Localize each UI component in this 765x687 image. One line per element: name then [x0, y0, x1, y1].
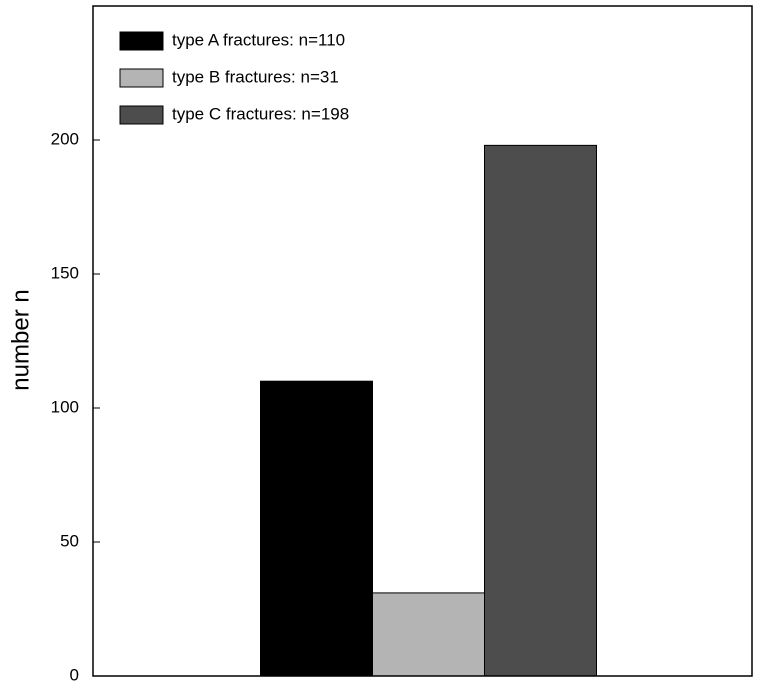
legend-label: type B fractures: n=31 — [172, 67, 339, 86]
legend-swatch — [119, 105, 164, 125]
y-tick-label: 150 — [51, 263, 79, 282]
legend-swatch — [119, 31, 164, 51]
y-tick-label: 50 — [60, 531, 79, 550]
bar — [260, 380, 373, 677]
plot-frame — [92, 5, 753, 677]
bar — [372, 592, 485, 677]
legend-label: type A fractures: n=110 — [172, 30, 345, 49]
y-axis-label: number n — [7, 289, 34, 390]
y-tick-label: 100 — [51, 397, 79, 416]
legend-swatch — [119, 68, 164, 88]
y-tick-label: 200 — [51, 129, 79, 148]
legend-label: type C fractures: n=198 — [172, 104, 349, 123]
bar — [484, 144, 597, 677]
y-tick-label: 0 — [70, 665, 79, 684]
